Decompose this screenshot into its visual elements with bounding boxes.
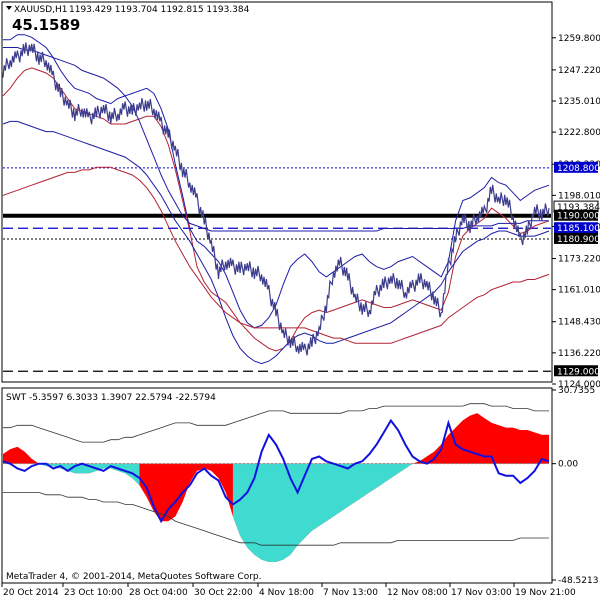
time-tick-label: 7 Nov 13:00	[323, 588, 378, 598]
time-tick-label: 23 Oct 10:00	[64, 588, 123, 598]
price-tag-box	[554, 365, 598, 377]
price-tag-label: 1208.800	[557, 164, 600, 174]
indicator-fill	[3, 413, 551, 562]
price-tick-label: 1247.220	[558, 66, 600, 76]
indicator-line-1	[2, 418, 550, 524]
ohlc-readout: 1193.429 1193.704 1192.815 1193.384	[69, 5, 250, 15]
price-band-4	[3, 47, 549, 232]
price-tick-label: 1161.010	[558, 286, 600, 296]
indicator-title: SWT -5.3597 6.3033 1.3907 22.5794 -22.57…	[6, 393, 216, 403]
price-band-0	[3, 34, 550, 329]
price-tick-label: 1148.430	[558, 318, 600, 328]
copyright-text: MetaTrader 4, © 2001-2014, MetaQuotes So…	[6, 572, 262, 582]
time-tick-label: 17 Nov 03:00	[451, 588, 512, 598]
price-tag-box	[554, 222, 598, 234]
price-tag-label: 1190.000	[557, 212, 600, 222]
indicator-cyan-area	[232, 463, 549, 562]
price-tag-label: 1129.000	[557, 367, 600, 377]
time-tick-label: 12 Nov 08:00	[387, 588, 448, 598]
price-tag-box	[554, 161, 598, 173]
price-series-line	[2, 42, 550, 356]
indicator-red-positive	[3, 413, 549, 464]
price-tick-label: 1136.220	[558, 349, 600, 359]
time-tick-label: 28 Oct 04:00	[129, 588, 188, 598]
price-tag-box	[554, 209, 598, 221]
price-tag-box	[554, 232, 598, 244]
indicator-line-2	[3, 403, 549, 443]
indicator-panel[interactable]: 30.7355 0.00 -48.5213 SWT -5.3597 6.3033 1…	[1, 386, 598, 586]
price-tag-label: 1185.100	[557, 224, 600, 234]
indicator-series	[2, 403, 550, 546]
header-info: XAUUSD,H1 1193.429 1193.704 1192.815 119…	[6, 5, 250, 34]
time-axis: 20 Oct 2014 23 Oct 10:00 28 Oct 04:00 30 Oc…	[1, 582, 576, 598]
time-tick-label: 19 Nov 21:00	[515, 588, 576, 598]
time-tick-label: 20 Oct 2014	[3, 588, 59, 598]
price-line	[2, 42, 550, 356]
price-panel-frame	[1, 1, 553, 383]
time-tick-label: 4 Nov 18:00	[259, 588, 314, 598]
price-tick-label: 1222.800	[558, 128, 600, 138]
price-band-2	[2, 120, 550, 365]
big-value-readout: 45.1589	[12, 16, 80, 34]
indicator-tick-label: -48.5213	[558, 576, 598, 586]
price-band-3	[2, 166, 550, 344]
symbol-label: XAUUSD,H1	[14, 5, 68, 15]
price-tick-label: 1124.000	[558, 380, 600, 390]
indicator-tick-label: 0.00	[558, 460, 578, 470]
price-tag-label: 1180.900	[557, 235, 600, 245]
price-tick-label: 1173.220	[558, 255, 600, 265]
price-tick-label: 1259.800	[558, 34, 600, 44]
indicator-tick-label: 30.7355	[558, 386, 595, 396]
price-tick-label: 1235.010	[558, 97, 600, 107]
price-tag-label: 1193.384	[557, 203, 600, 213]
indicator-line-3	[3, 491, 549, 546]
price-tick-label: 1198.010	[558, 191, 600, 201]
indicator-cyan-area-left	[31, 463, 140, 486]
collapse-arrow-icon	[6, 6, 12, 10]
price-panel[interactable]: 1259.8001247.2201235.0101222.8001210.220…	[1, 1, 600, 390]
indicator-y-axis: 30.7355 0.00 -48.5213	[552, 386, 598, 586]
time-tick-label: 30 Oct 22:00	[194, 588, 253, 598]
